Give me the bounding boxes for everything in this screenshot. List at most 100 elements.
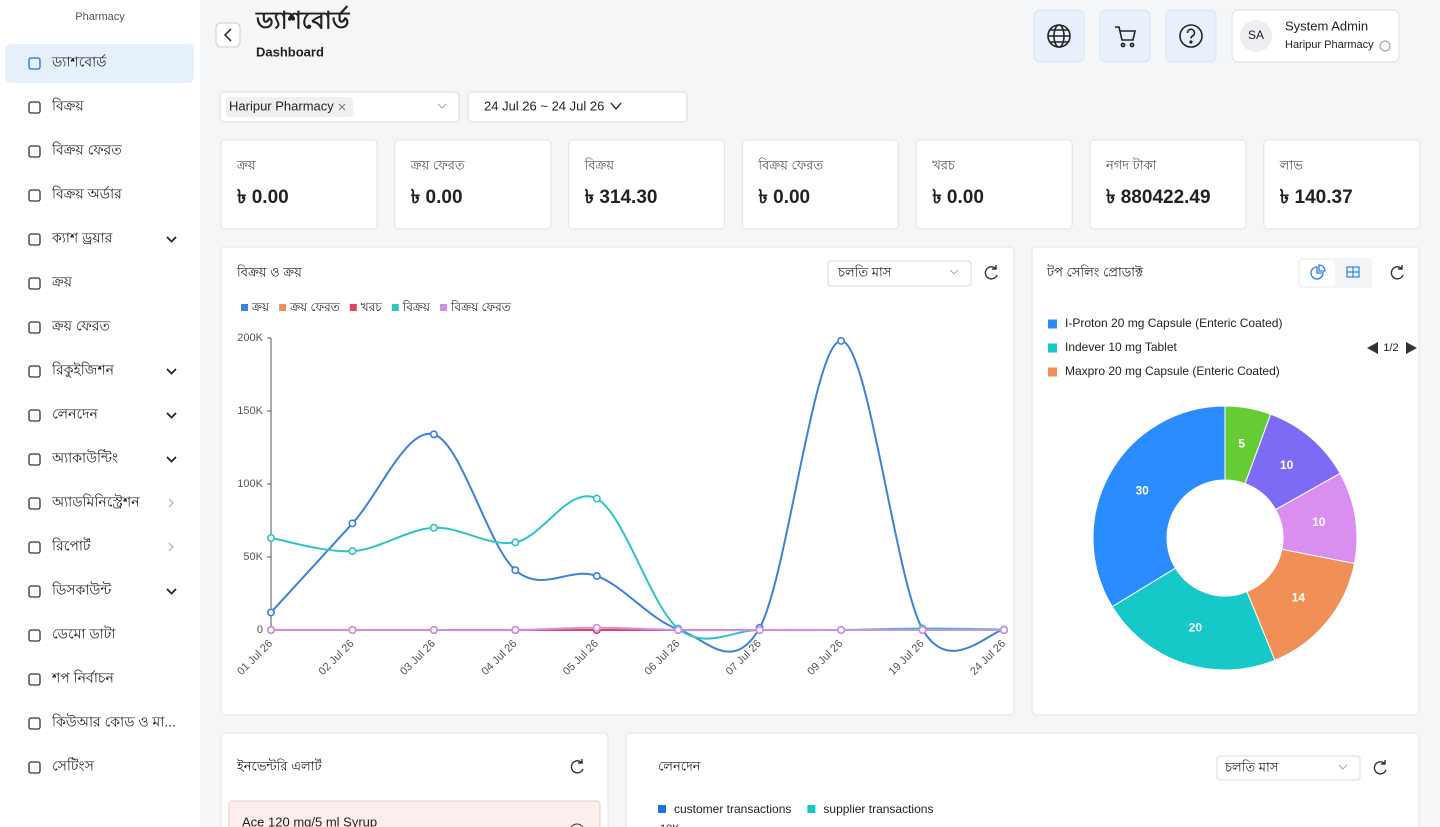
period-text: চলতি মাস — [1224, 759, 1279, 774]
menu-item[interactable] — [5, 264, 194, 303]
period-select[interactable] — [827, 260, 972, 287]
pager-prev[interactable] — [1367, 342, 1378, 354]
menu-label: ক্রয় ফেরত — [51, 318, 110, 334]
legend-label: supplier transactions — [823, 802, 933, 816]
stat-card — [1263, 139, 1421, 230]
menu-icon — [28, 145, 41, 158]
stat-card — [568, 139, 726, 230]
legend-swatch — [439, 304, 447, 311]
data-point — [348, 519, 357, 528]
legend-swatch — [391, 304, 399, 311]
menu-item[interactable] — [5, 396, 194, 435]
legend-swatch — [1048, 343, 1057, 353]
y-tick-label: 10K — [660, 823, 680, 827]
menu-arrow — [166, 456, 177, 463]
menu-item[interactable] — [5, 528, 194, 567]
data-point — [429, 625, 438, 634]
back-icon — [223, 28, 232, 42]
menu-icon — [28, 717, 41, 730]
stat-card — [220, 139, 378, 230]
data-point — [348, 625, 357, 634]
menu-icon — [28, 629, 41, 642]
alert-item — [228, 800, 601, 827]
menu-icon — [28, 409, 41, 422]
y-tick-label: 0 — [257, 624, 263, 636]
stat-value: ৳ 0.00 — [758, 187, 810, 208]
card-title: লেনদেন — [658, 758, 701, 773]
user-name: System Admin — [1285, 18, 1368, 33]
card-title: বিক্রয় ও ক্রয় — [236, 264, 302, 279]
sales-chart-card — [220, 246, 1015, 716]
data-point — [837, 336, 846, 345]
legend-label: customer transactions — [674, 802, 791, 816]
page-subtitle: Dashboard — [256, 44, 324, 59]
menu-icon — [28, 101, 41, 114]
tag-remove[interactable] — [338, 103, 346, 111]
refresh-button[interactable] — [984, 265, 998, 280]
menu-label: অ্যাডমিনিস্ট্রেশন — [51, 494, 140, 510]
menu-item[interactable] — [5, 748, 194, 787]
page-title: ড্যাশবোর্ড — [255, 4, 351, 34]
user-box[interactable] — [1231, 9, 1400, 63]
select-arrow — [1338, 764, 1348, 770]
pager-next[interactable] — [1406, 342, 1417, 354]
user-shop: Haripur Pharmacy — [1285, 39, 1374, 51]
cart-icon — [1115, 26, 1136, 48]
menu-label: ডিসকাউন্ট — [51, 582, 112, 598]
stat-value: ৳ 314.30 — [585, 187, 658, 208]
shop-tag — [226, 97, 353, 117]
menu-icon — [28, 585, 41, 598]
stat-card — [1089, 139, 1247, 230]
menu-label: অ্যাকাউন্টিং — [51, 450, 118, 466]
data-point — [592, 623, 601, 632]
legend-label: বিক্রয় — [402, 300, 431, 314]
stat-value: ৳ 140.37 — [1280, 187, 1353, 208]
help-button[interactable] — [1165, 9, 1217, 63]
slice-label: 20 — [1189, 620, 1203, 634]
cart-button[interactable] — [1099, 9, 1151, 63]
legend-swatch — [658, 805, 666, 813]
menu-arrow — [166, 236, 177, 243]
menu-label: শপ নির্বাচন — [51, 670, 114, 686]
avatar — [1240, 20, 1272, 52]
refresh-button[interactable] — [1390, 265, 1404, 280]
legend-swatch — [1048, 319, 1057, 329]
legend-label: Indever 10 mg Tablet — [1065, 340, 1178, 354]
data-point — [266, 534, 275, 543]
menu-arrow — [168, 498, 174, 508]
date-picker[interactable] — [467, 91, 688, 123]
data-point — [592, 571, 601, 580]
user-initials: SA — [1248, 28, 1264, 42]
menu-label: লেনদেন — [52, 406, 98, 422]
refresh-button[interactable] — [1373, 760, 1387, 775]
stat-label: ক্রয় ফেরত — [410, 157, 465, 172]
pie-slice — [1224, 405, 1272, 485]
legend-label: Maxpro 20 mg Capsule (Enteric Coated) — [1065, 364, 1280, 378]
slice-label: 30 — [1135, 484, 1149, 498]
data-point — [511, 566, 520, 575]
back-button[interactable] — [215, 22, 241, 48]
pie-slice — [1111, 567, 1276, 671]
period-select[interactable] — [1216, 755, 1361, 781]
data-point — [429, 523, 438, 532]
stat-value: ৳ 880422.49 — [1106, 187, 1211, 208]
slice-label: 10 — [1312, 515, 1326, 529]
brand-name: Pharmacy — [75, 11, 125, 23]
slice-label: 5 — [1238, 437, 1245, 451]
legend-swatch — [241, 304, 248, 311]
stat-label: খরচ — [932, 157, 956, 172]
table-icon[interactable] — [1346, 266, 1360, 278]
legend-swatch — [349, 304, 357, 311]
menu-item[interactable] — [5, 88, 194, 127]
y-tick-label: 200K — [237, 332, 263, 344]
pie-icon — [1310, 264, 1326, 280]
pie-slice — [1092, 405, 1226, 608]
menu-label: বিক্রয় — [51, 98, 85, 114]
stat-card — [741, 139, 899, 230]
menu-label: কিউআর কোড ও মা... — [51, 714, 176, 730]
refresh-button[interactable] — [570, 759, 584, 774]
help-icon — [1179, 24, 1203, 48]
data-point — [348, 547, 357, 556]
menu-arrow — [166, 588, 177, 595]
